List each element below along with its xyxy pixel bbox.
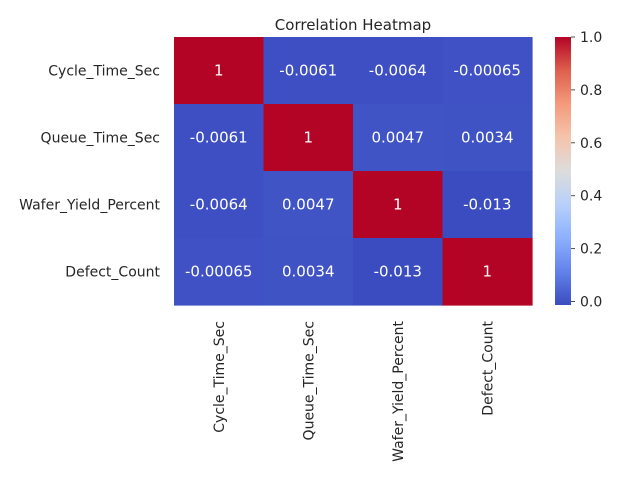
cell-value-label: 1 <box>303 129 313 147</box>
row-tick-label: Cycle_Time_Sec <box>48 64 160 80</box>
heatmap-cell <box>353 238 444 306</box>
cell-value-label: 0.0047 <box>372 129 425 147</box>
cell-value-label: 0.0047 <box>282 196 335 214</box>
column-tick-label: Cycle_Time_Sec <box>212 321 228 433</box>
heatmap-cell <box>353 171 444 239</box>
chart-title: Correlation Heatmap <box>275 16 431 34</box>
heatmap-cell <box>442 171 533 239</box>
cell-value-label: -0.013 <box>374 263 422 281</box>
heatmap-cell <box>174 238 265 306</box>
cell-value-label: -0.0064 <box>190 196 248 214</box>
cell-value-label: -0.0064 <box>369 62 427 80</box>
cell-value-label: -0.013 <box>463 196 511 214</box>
heatmap-cell <box>174 171 265 239</box>
colorbar-tick-label: 0.2 <box>580 242 602 258</box>
colorbar-tick-label: 0.8 <box>580 83 602 99</box>
heatmap-cell <box>263 171 354 239</box>
cell-value-label: 0.0034 <box>282 263 335 281</box>
heatmap-cell <box>442 238 533 306</box>
cell-value-label: -0.00065 <box>185 263 252 281</box>
heatmap-cell <box>174 104 265 172</box>
heatmap-cell <box>263 104 354 172</box>
column-tick-labels: Cycle_Time_Sec Queue_Time_Sec Wafer_Yield_… <box>212 320 497 461</box>
column-tick-label: Wafer_Yield_Percent <box>391 320 407 461</box>
column-tick-label: Defect_Count <box>480 320 496 415</box>
heatmap-cell <box>442 37 533 105</box>
colorbar-tick-label: 0.6 <box>580 136 602 152</box>
cell-value-label: -0.00065 <box>454 62 521 80</box>
column-tick-label: Queue_Time_Sec <box>301 321 317 440</box>
colorbar-tick-label: 0.4 <box>580 189 602 205</box>
cell-value-label: -0.0061 <box>190 129 248 147</box>
cell-value-label: 1 <box>214 62 224 80</box>
row-tick-label: Queue_Time_Sec <box>41 131 160 147</box>
heatmap-cell <box>263 37 354 105</box>
heatmap-cell <box>442 104 533 172</box>
heatmap-cells <box>174 37 533 306</box>
cell-value-label: -0.0061 <box>279 62 337 80</box>
row-tick-labels: Cycle_Time_Sec Queue_Time_Sec Wafer_Yield_… <box>19 64 160 281</box>
cell-value-label: 1 <box>482 263 492 281</box>
heatmap-cell <box>174 37 265 105</box>
heatmap-cell <box>263 238 354 306</box>
row-tick-label: Defect_Count <box>65 265 160 281</box>
colorbar-tick-label: 1.0 <box>580 30 602 46</box>
colorbar <box>555 37 571 305</box>
cell-value-label: 0.0034 <box>461 129 514 147</box>
colorbar-tick-label: 0.0 <box>580 295 602 311</box>
heatmap-cell-labels: 1 -0.0061 -0.0064 -0.00065 -0.0061 1 0.0047 0.0… <box>185 62 521 281</box>
heatmap-cell <box>353 104 444 172</box>
cell-value-label: 1 <box>393 196 403 214</box>
row-tick-label: Wafer_Yield_Percent <box>19 198 160 214</box>
colorbar-ticks: 0.0 0.2 0.4 0.6 0.8 1.0 <box>571 30 602 311</box>
heatmap-cell <box>353 37 444 105</box>
